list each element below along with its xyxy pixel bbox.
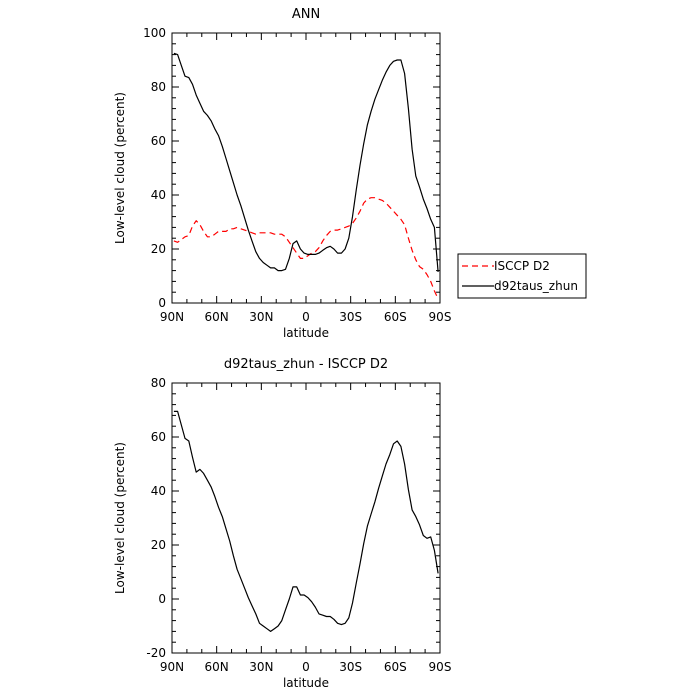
x-tick-label: 30S [339, 660, 362, 674]
chart-difference-low-cloud: d92taus_zhun - ISCCP D2 90N 60N 30N 0 30S 60S 9… [113, 357, 451, 690]
y-tick-label: 60 [151, 430, 166, 444]
series-line-0 [173, 197, 439, 300]
y-tick-label: 40 [151, 484, 166, 498]
x-axis-label: latitude [283, 676, 329, 690]
y-tick-label: 0 [158, 296, 166, 310]
y-tick-label: 60 [151, 134, 166, 148]
x-tick-label: 90S [429, 310, 452, 324]
x-tick-label: 60N [205, 660, 229, 674]
legend-label-0: ISCCP D2 [494, 259, 550, 273]
x-tick-label: 30N [249, 310, 273, 324]
x-tick-label: 60S [384, 660, 407, 674]
y-tick-label: 40 [151, 188, 166, 202]
plot-frame [171, 32, 441, 304]
y-axis-label: Low-level cloud (percent) [113, 442, 127, 594]
y-tick-label: 20 [151, 538, 166, 552]
x-tick-label: 90N [160, 660, 184, 674]
y-tick-label: 100 [143, 26, 166, 40]
chart-title: d92taus_zhun - ISCCP D2 [224, 357, 388, 372]
plot-frame [171, 382, 441, 654]
x-axis-label: latitude [283, 326, 329, 340]
chart-annual-low-cloud: ANN 90N 60N 30N 0 30S 60S 90S 0 20 40 60 80 100 latitu… [113, 7, 587, 340]
y-tick-label: 0 [158, 592, 166, 606]
x-tick-label: 90N [160, 310, 184, 324]
x-tick-label: 60N [205, 310, 229, 324]
y-axis-label: Low-level cloud (percent) [113, 92, 127, 244]
x-tick-label: 60S [384, 310, 407, 324]
chart-title: ANN [292, 7, 320, 22]
x-tick-label: 30N [249, 660, 273, 674]
y-tick-label: 20 [151, 242, 166, 256]
y-tick-label: 80 [151, 80, 166, 94]
x-tick-label: 30S [339, 310, 362, 324]
x-tick-label: 0 [302, 310, 310, 324]
series-line-0 [173, 410, 439, 633]
series-line-1 [173, 52, 439, 272]
y-tick-label: 80 [151, 376, 166, 390]
legend-box [457, 253, 587, 299]
legend-label-1: d92taus_zhun [494, 279, 578, 293]
x-tick-label: 90S [429, 660, 452, 674]
y-tick-label: -20 [146, 646, 166, 660]
x-tick-label: 0 [302, 660, 310, 674]
